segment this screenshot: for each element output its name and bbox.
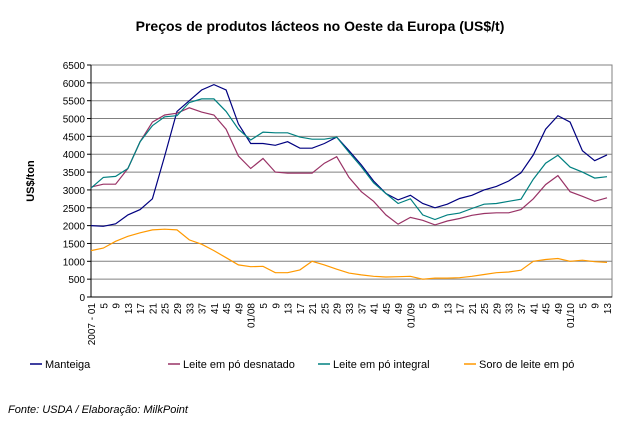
y-tick-label: 4000 xyxy=(63,150,86,161)
y-tick-label: 500 xyxy=(68,275,85,286)
x-tick-label: 13 xyxy=(603,303,614,315)
y-tick-label: 3000 xyxy=(63,186,86,197)
x-tick-label: 49 xyxy=(234,303,245,315)
x-tick-label: 13 xyxy=(284,303,295,315)
x-tick-label: 9 xyxy=(112,303,123,309)
x-tick-label: 5 xyxy=(578,303,589,309)
x-tick-label: 41 xyxy=(210,303,221,315)
x-tick-label: 33 xyxy=(505,303,516,315)
x-tick-label: 29 xyxy=(492,303,503,315)
x-tick-label: 37 xyxy=(517,303,528,315)
x-tick-label: 21 xyxy=(148,303,159,315)
x-tick-label: 17 xyxy=(136,303,147,315)
x-tick-label: 5 xyxy=(99,303,110,309)
x-tick-label: 17 xyxy=(296,303,307,315)
series-line xyxy=(90,98,608,221)
y-tick-label: 5000 xyxy=(63,115,86,126)
legend-label: Leite em pó desnatado xyxy=(183,359,295,371)
x-tick-label: 01/09 xyxy=(406,303,417,328)
x-tick-label: 13 xyxy=(124,303,135,315)
x-tick-label: 9 xyxy=(431,303,442,309)
gridlines xyxy=(90,64,613,298)
x-tick-label: 41 xyxy=(370,303,381,315)
x-tick-label: 21 xyxy=(468,303,479,315)
x-tick-label: 13 xyxy=(443,303,454,315)
y-tick-label: 6500 xyxy=(63,61,86,72)
y-axis-label: US$/ton xyxy=(25,160,37,202)
x-tick-label: 49 xyxy=(394,303,405,315)
legend-label: Soro de leite em pó xyxy=(479,359,574,371)
x-tick-label: 45 xyxy=(382,303,393,315)
x-tick-label: 17 xyxy=(456,303,467,315)
y-tick-label: 2000 xyxy=(63,222,86,233)
series-line xyxy=(90,107,608,226)
x-tick-label: 9 xyxy=(271,303,282,309)
y-axis-ticks: 0 500 1000 1500 2000 2500 3000 3500 4000 4500 5000… xyxy=(63,61,92,304)
chart-title: Preços de produtos lácteos no Oeste da E… xyxy=(136,18,505,34)
x-tick-label: 25 xyxy=(320,303,331,315)
y-tick-label: 1000 xyxy=(63,257,86,268)
series-lines xyxy=(90,83,608,280)
x-tick-label: 01/08 xyxy=(247,303,258,328)
x-tick-label: 01/10 xyxy=(566,303,577,328)
x-tick-label: 33 xyxy=(345,303,356,315)
y-tick-label: 5500 xyxy=(63,97,86,108)
legend-label: Manteiga xyxy=(45,359,91,371)
x-tick-label: 45 xyxy=(542,303,553,315)
legend-label: Leite em pó integral xyxy=(333,359,430,371)
y-tick-label: 3500 xyxy=(63,168,86,179)
x-tick-label: 41 xyxy=(529,303,540,315)
y-tick-label: 6000 xyxy=(63,79,86,90)
x-tick-label: 49 xyxy=(554,303,565,315)
legend: Manteiga Leite em pó desnatado Leite em pó… xyxy=(30,359,574,371)
x-tick-label: 5 xyxy=(259,303,270,309)
x-tick-label: 9 xyxy=(591,303,602,309)
x-axis-ticks: 2007 - 01 5 9 13 17 21 25 29 33 37 41 45 49 01/08 5 9 13… xyxy=(87,296,614,346)
x-tick-label: 5 xyxy=(419,303,430,309)
x-tick-label: 33 xyxy=(185,303,196,315)
y-tick-label: 2500 xyxy=(63,204,86,215)
x-tick-label: 45 xyxy=(222,303,233,315)
x-tick-label: 2007 - 01 xyxy=(87,303,98,346)
series-line xyxy=(90,228,608,280)
source-note: Fonte: USDA / Elaboração: MilkPoint xyxy=(8,404,189,416)
x-tick-label: 29 xyxy=(173,303,184,315)
x-tick-label: 25 xyxy=(480,303,491,315)
x-tick-label: 25 xyxy=(161,303,172,315)
y-tick-label: 0 xyxy=(79,293,85,304)
series-line xyxy=(90,83,608,227)
x-tick-label: 29 xyxy=(333,303,344,315)
x-tick-label: 37 xyxy=(357,303,368,315)
y-tick-label: 1500 xyxy=(63,239,86,250)
y-tick-label: 4500 xyxy=(63,132,86,143)
x-tick-label: 37 xyxy=(198,303,209,315)
x-tick-label: 21 xyxy=(308,303,319,315)
